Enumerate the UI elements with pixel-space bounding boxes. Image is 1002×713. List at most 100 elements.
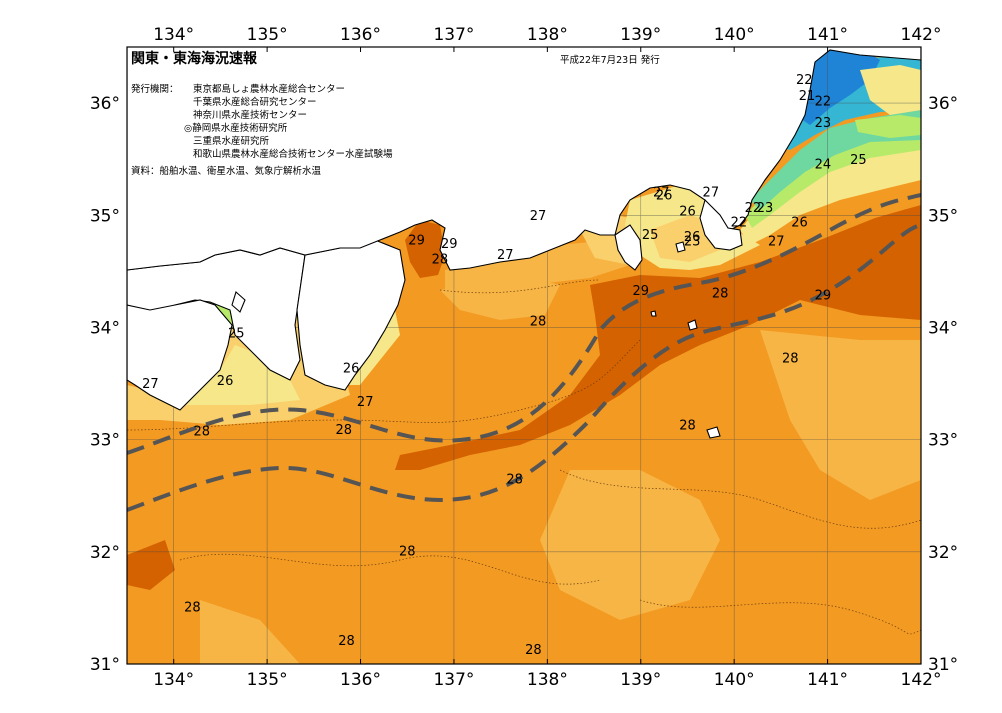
isotherm-label: 26	[343, 361, 360, 376]
longitude-tick-label: 141°	[807, 670, 848, 690]
isotherm-label: 27	[703, 185, 720, 200]
longitude-tick-label: 135°	[247, 670, 288, 690]
isotherm-label: 28	[525, 643, 542, 658]
kuroshio-north-boundary	[127, 193, 921, 455]
plot-frame	[126, 46, 922, 665]
land-shikoku	[127, 299, 233, 411]
sst-warm-patch-kuroshio	[395, 205, 921, 470]
latitude-tick-label: 32°	[928, 543, 958, 563]
latitude-tick-label: 31°	[90, 655, 120, 675]
isotherm-label: 27	[497, 248, 514, 263]
isotherm-label: 26	[679, 204, 696, 219]
longitude-tick-label: 140°	[714, 670, 755, 690]
sst-coastal-band-shikoku	[180, 345, 300, 405]
kuroshio-south-boundary	[127, 223, 921, 512]
longitude-axis-bottom: 134° 135° 136° 137° 138° 139° 140° 141° 142°	[153, 659, 941, 690]
isotherm-label: 21	[799, 89, 816, 104]
isotherm-line	[639, 599, 921, 635]
land	[127, 47, 921, 439]
isotherm-label: 26	[791, 216, 808, 231]
isotherm-line	[127, 339, 641, 431]
isotherm-label: 27	[530, 209, 547, 224]
sst-band-25	[740, 140, 921, 245]
land-kii-peninsula	[296, 239, 406, 391]
isotherm-label: 29	[632, 284, 649, 299]
latitude-tick-label: 34°	[928, 318, 958, 338]
isotherm-label: 29	[441, 237, 458, 252]
isotherm-label: 28	[338, 634, 355, 649]
issue-date: 平成22年7月23日 発行	[560, 54, 660, 66]
isotherm-label: 29	[815, 289, 832, 304]
land-miyakejima	[687, 319, 698, 331]
map-title: 関東・東海海況速報	[131, 50, 258, 67]
isotherm-label: 27	[357, 395, 374, 410]
isotherm-label: 25	[850, 153, 867, 168]
isotherm-line	[179, 553, 601, 585]
longitude-tick-label: 141°	[807, 25, 848, 45]
latitude-tick-label: 36°	[90, 94, 120, 114]
longitude-tick-label: 138°	[527, 25, 568, 45]
sst-band-24-east	[855, 115, 921, 138]
latitude-tick-label: 35°	[928, 206, 958, 226]
isotherm-lines	[127, 279, 921, 635]
longitude-tick-label: 136°	[340, 670, 381, 690]
latitude-tick-label: 36°	[928, 94, 958, 114]
isotherm-label: 27	[768, 235, 785, 250]
longitude-tick-label: 134°	[153, 25, 194, 45]
sst-warm-patch-southwest	[127, 540, 175, 590]
latitude-tick-label: 33°	[928, 431, 958, 451]
issuer-item: 神奈川県水産技術センター	[193, 109, 307, 121]
isotherm-label: 28	[184, 600, 201, 615]
isotherm-label: 28	[506, 473, 523, 488]
isotherm-label: 25	[228, 327, 245, 342]
latitude-tick-label: 34°	[90, 318, 120, 338]
longitude-axis-top: 134° 135° 136° 137° 138° 139° 140° 141° 142°	[153, 25, 941, 52]
issuer-item: 千葉県水産総合研究センター	[193, 96, 317, 108]
isotherm-label: 22	[815, 94, 832, 109]
isotherm-label: 24	[815, 157, 832, 172]
latitude-tick-label: 33°	[90, 431, 120, 451]
sst-warm-eddy-northeast	[860, 65, 921, 115]
sst-mild-patch-southeast	[760, 330, 921, 500]
sst-warm-patch-ise	[405, 220, 445, 278]
longitude-tick-label: 135°	[247, 25, 288, 45]
kuroshio-axis	[127, 193, 921, 512]
isotherm-label: 28	[530, 314, 547, 329]
issuer-item: 三重県水産研究所	[193, 135, 270, 147]
land-hachijojima	[706, 426, 721, 439]
longitude-tick-label: 137°	[433, 25, 474, 45]
data-sources: 資料：船舶水温、衛星水温、気象庁解析水温	[131, 165, 322, 177]
latitude-axis-left: 36° 35° 34° 33° 32° 31°	[90, 94, 120, 675]
isotherm-line	[559, 469, 921, 529]
isotherm-label: 23	[684, 235, 701, 250]
map-header: 関東・東海海況速報 平成22年7月23日 発行 発行機関： 東京都島しょ農林水産…	[131, 50, 660, 177]
isotherm-label: 27	[142, 377, 159, 392]
sst-mild-patch-south	[540, 470, 720, 620]
issuers-label: 発行機関：	[131, 83, 179, 95]
isotherm-label: 28	[432, 253, 449, 268]
isotherm-label: 26	[217, 374, 234, 389]
sst-coastal-band-enshu	[445, 240, 630, 290]
isotherm-label: 22	[745, 201, 762, 216]
isotherm-label: 28	[193, 424, 210, 439]
isotherm-label: 29	[408, 234, 425, 249]
isotherm-label: 22	[796, 73, 813, 88]
longitude-tick-label: 140°	[714, 25, 755, 45]
isotherm-label: 28	[335, 423, 352, 438]
issuer-item: ◎静岡県水産技術研究所	[184, 122, 288, 134]
land-chubu	[127, 47, 921, 271]
land-awaji	[231, 291, 246, 313]
isotherm-label: 28	[679, 419, 696, 434]
latitude-tick-label: 32°	[90, 543, 120, 563]
isotherm-label: 25	[642, 228, 659, 243]
isotherm-label: 28	[399, 544, 416, 559]
latitude-tick-label: 35°	[90, 206, 120, 226]
isotherm-label: 27	[653, 185, 670, 200]
longitude-tick-label: 139°	[620, 25, 661, 45]
issuer-item: 東京都島しょ農林水産総合センター	[193, 83, 345, 95]
sst-band-21	[795, 47, 880, 125]
isotherm-label: 22	[731, 216, 748, 231]
